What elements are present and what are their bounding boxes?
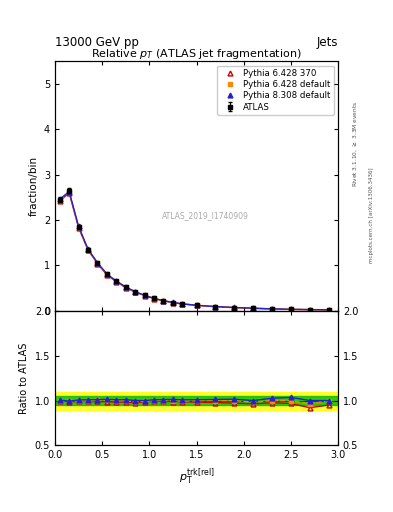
Pythia 8.308 default <box>76 223 81 229</box>
Y-axis label: fraction/bin: fraction/bin <box>28 156 39 216</box>
Pythia 8.308 default <box>180 301 185 307</box>
Pythia 6.428 370 <box>142 292 147 298</box>
Y-axis label: Ratio to ATLAS: Ratio to ATLAS <box>19 343 29 414</box>
Pythia 6.428 default <box>142 292 147 298</box>
Pythia 6.428 370 <box>114 279 119 285</box>
Text: Jets: Jets <box>316 36 338 49</box>
Pythia 6.428 370 <box>67 190 72 196</box>
Pythia 8.308 default <box>133 289 138 295</box>
Pythia 8.308 default <box>105 271 109 277</box>
Pythia 8.308 default <box>171 300 175 306</box>
Pythia 8.308 default <box>114 278 119 284</box>
Text: ATLAS_2019_I1740909: ATLAS_2019_I1740909 <box>162 211 248 221</box>
Pythia 6.428 default <box>95 260 100 266</box>
Line: Pythia 6.428 370: Pythia 6.428 370 <box>57 190 331 312</box>
Pythia 6.428 370 <box>152 295 156 302</box>
Pythia 6.428 default <box>123 284 128 290</box>
Pythia 6.428 370 <box>123 285 128 291</box>
Pythia 6.428 default <box>232 305 237 311</box>
Pythia 8.308 default <box>326 307 331 313</box>
Pythia 6.428 default <box>270 306 274 312</box>
Pythia 8.308 default <box>95 260 100 266</box>
Pythia 8.308 default <box>142 292 147 298</box>
Text: mcplots.cern.ch [arXiv:1306.3436]: mcplots.cern.ch [arXiv:1306.3436] <box>369 167 375 263</box>
Pythia 8.308 default <box>288 306 293 312</box>
Pythia 8.308 default <box>270 306 274 312</box>
Pythia 6.428 default <box>57 197 62 203</box>
Pythia 6.428 370 <box>105 272 109 278</box>
Pythia 6.428 370 <box>194 302 199 308</box>
Pythia 8.308 default <box>307 307 312 313</box>
Pythia 6.428 370 <box>213 304 218 310</box>
Pythia 8.308 default <box>232 305 237 311</box>
Text: 13000 GeV pp: 13000 GeV pp <box>55 36 139 49</box>
Pythia 6.428 default <box>67 189 72 195</box>
Pythia 8.308 default <box>57 196 62 202</box>
Pythia 6.428 default <box>251 305 255 311</box>
Pythia 6.428 default <box>86 247 90 253</box>
Pythia 6.428 370 <box>86 247 90 253</box>
Pythia 6.428 default <box>180 301 185 307</box>
Pythia 6.428 370 <box>270 306 274 312</box>
Pythia 8.308 default <box>123 284 128 290</box>
Pythia 6.428 370 <box>171 300 175 306</box>
Pythia 6.428 default <box>76 224 81 230</box>
X-axis label: $p_{\rm T}^{\rm trk[rel]}$: $p_{\rm T}^{\rm trk[rel]}$ <box>178 466 215 486</box>
Pythia 6.428 default <box>105 271 109 278</box>
Pythia 6.428 370 <box>307 307 312 313</box>
Pythia 6.428 default <box>213 304 218 310</box>
Pythia 6.428 370 <box>232 305 237 311</box>
Pythia 6.428 default <box>288 306 293 312</box>
Legend: Pythia 6.428 370, Pythia 6.428 default, Pythia 8.308 default, ATLAS: Pythia 6.428 370, Pythia 6.428 default, … <box>217 66 334 115</box>
Pythia 6.428 default <box>326 307 331 313</box>
Pythia 6.428 default <box>152 295 156 302</box>
Pythia 6.428 default <box>161 297 166 304</box>
Pythia 6.428 370 <box>251 305 255 311</box>
Pythia 6.428 default <box>307 307 312 313</box>
Bar <box>55 392 338 410</box>
Line: Pythia 6.428 default: Pythia 6.428 default <box>57 189 331 312</box>
Bar <box>55 396 338 405</box>
Pythia 6.428 default <box>133 289 138 295</box>
Pythia 8.308 default <box>86 246 90 252</box>
Pythia 6.428 370 <box>133 289 138 295</box>
Pythia 8.308 default <box>67 188 72 195</box>
Pythia 8.308 default <box>161 297 166 304</box>
Pythia 6.428 370 <box>76 225 81 231</box>
Line: Pythia 8.308 default: Pythia 8.308 default <box>57 189 331 312</box>
Pythia 8.308 default <box>213 304 218 310</box>
Pythia 6.428 370 <box>180 301 185 307</box>
Pythia 8.308 default <box>194 302 199 308</box>
Pythia 6.428 default <box>171 300 175 306</box>
Pythia 6.428 default <box>194 302 199 308</box>
Pythia 6.428 370 <box>161 298 166 304</box>
Pythia 6.428 370 <box>326 307 331 313</box>
Title: Relative $p_{T}$ (ATLAS jet fragmentation): Relative $p_{T}$ (ATLAS jet fragmentatio… <box>91 47 302 61</box>
Pythia 6.428 370 <box>57 198 62 204</box>
Pythia 6.428 default <box>114 278 119 284</box>
Pythia 6.428 370 <box>95 261 100 267</box>
Text: Rivet 3.1.10, $\geq$ 3.3M events: Rivet 3.1.10, $\geq$ 3.3M events <box>352 100 359 186</box>
Pythia 6.428 370 <box>288 306 293 312</box>
Pythia 8.308 default <box>251 305 255 311</box>
Pythia 8.308 default <box>152 295 156 302</box>
